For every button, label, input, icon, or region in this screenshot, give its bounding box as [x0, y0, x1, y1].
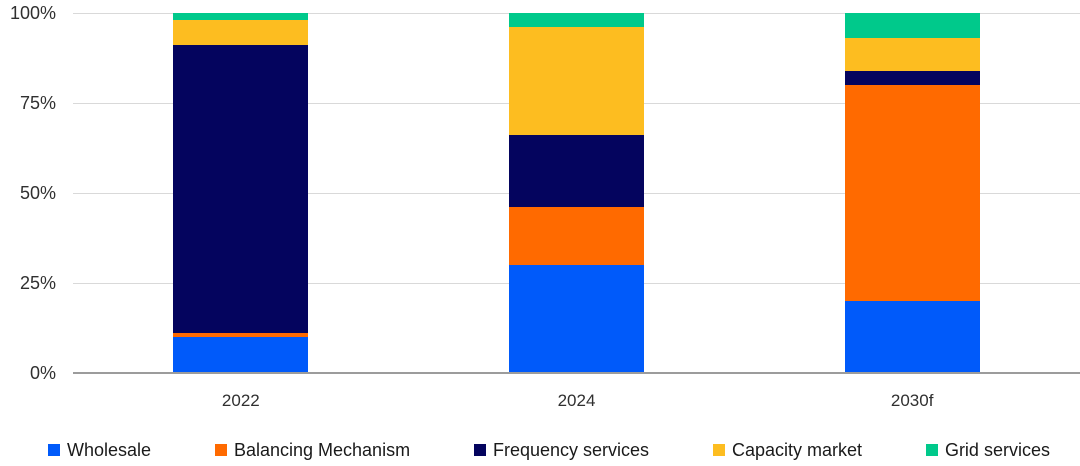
legend-item-capacity-market: Capacity market: [712, 438, 863, 462]
bar-segment-balancing-mechanism: [509, 207, 644, 265]
y-axis-tick-label: 25%: [19, 273, 56, 293]
legend-swatch-icon: [712, 444, 725, 456]
bar-segment-balancing-mechanism: [173, 333, 309, 337]
legend-label: Balancing Mechanism: [233, 440, 411, 460]
x-axis-label-2024: 2024: [557, 391, 596, 410]
y-axis-tick-label: 100%: [9, 3, 56, 23]
y-axis-tick-label: 0%: [29, 363, 56, 383]
bar-2030f: [844, 13, 980, 373]
legend-item-wholesale: Wholesale: [48, 438, 151, 462]
x-axis-label-2022: 2022: [221, 391, 260, 410]
bar-segment-grid-services: [509, 13, 644, 28]
bar-segment-balancing-mechanism: [844, 85, 980, 301]
bar-2022: [173, 13, 309, 373]
bar-segment-frequency-services: [173, 45, 309, 334]
x-axis-line: [73, 372, 1080, 374]
bar-segment-capacity-market: [844, 38, 980, 71]
legend-swatch-icon: [214, 444, 227, 456]
legend-label: Capacity market: [731, 440, 863, 460]
bar-segment-wholesale: [173, 337, 309, 373]
bar-segment-wholesale: [844, 301, 980, 373]
legend: Wholesale Balancing Mechanism Frequency se…: [48, 437, 1050, 463]
legend-item-frequency-services: Frequency services: [473, 438, 650, 462]
legend-swatch-icon: [473, 444, 486, 456]
bar-segment-grid-services: [844, 13, 980, 39]
y-axis-tick-label: 75%: [19, 93, 56, 113]
legend-item-grid-services: Grid services: [925, 438, 1050, 462]
x-axis-label-2030f: 2030f: [890, 391, 934, 410]
bar-segment-wholesale: [509, 265, 644, 373]
legend-label: Frequency services: [492, 440, 650, 460]
legend-swatch-icon: [925, 444, 938, 456]
bar-segment-grid-services: [173, 13, 309, 21]
bar-segment-frequency-services: [509, 135, 644, 208]
y-axis-tick-label: 50%: [19, 183, 56, 203]
bar-2024: [509, 13, 644, 373]
bar-segment-frequency-services: [844, 70, 980, 85]
bar-segment-capacity-market: [509, 27, 644, 136]
legend-label: Wholesale: [67, 440, 152, 460]
legend-item-balancing-mechanism: Balancing Mechanism: [214, 438, 411, 462]
bar-segment-capacity-market: [173, 20, 309, 46]
legend-swatch-icon: [48, 444, 60, 456]
legend-label: Grid services: [944, 440, 1050, 460]
